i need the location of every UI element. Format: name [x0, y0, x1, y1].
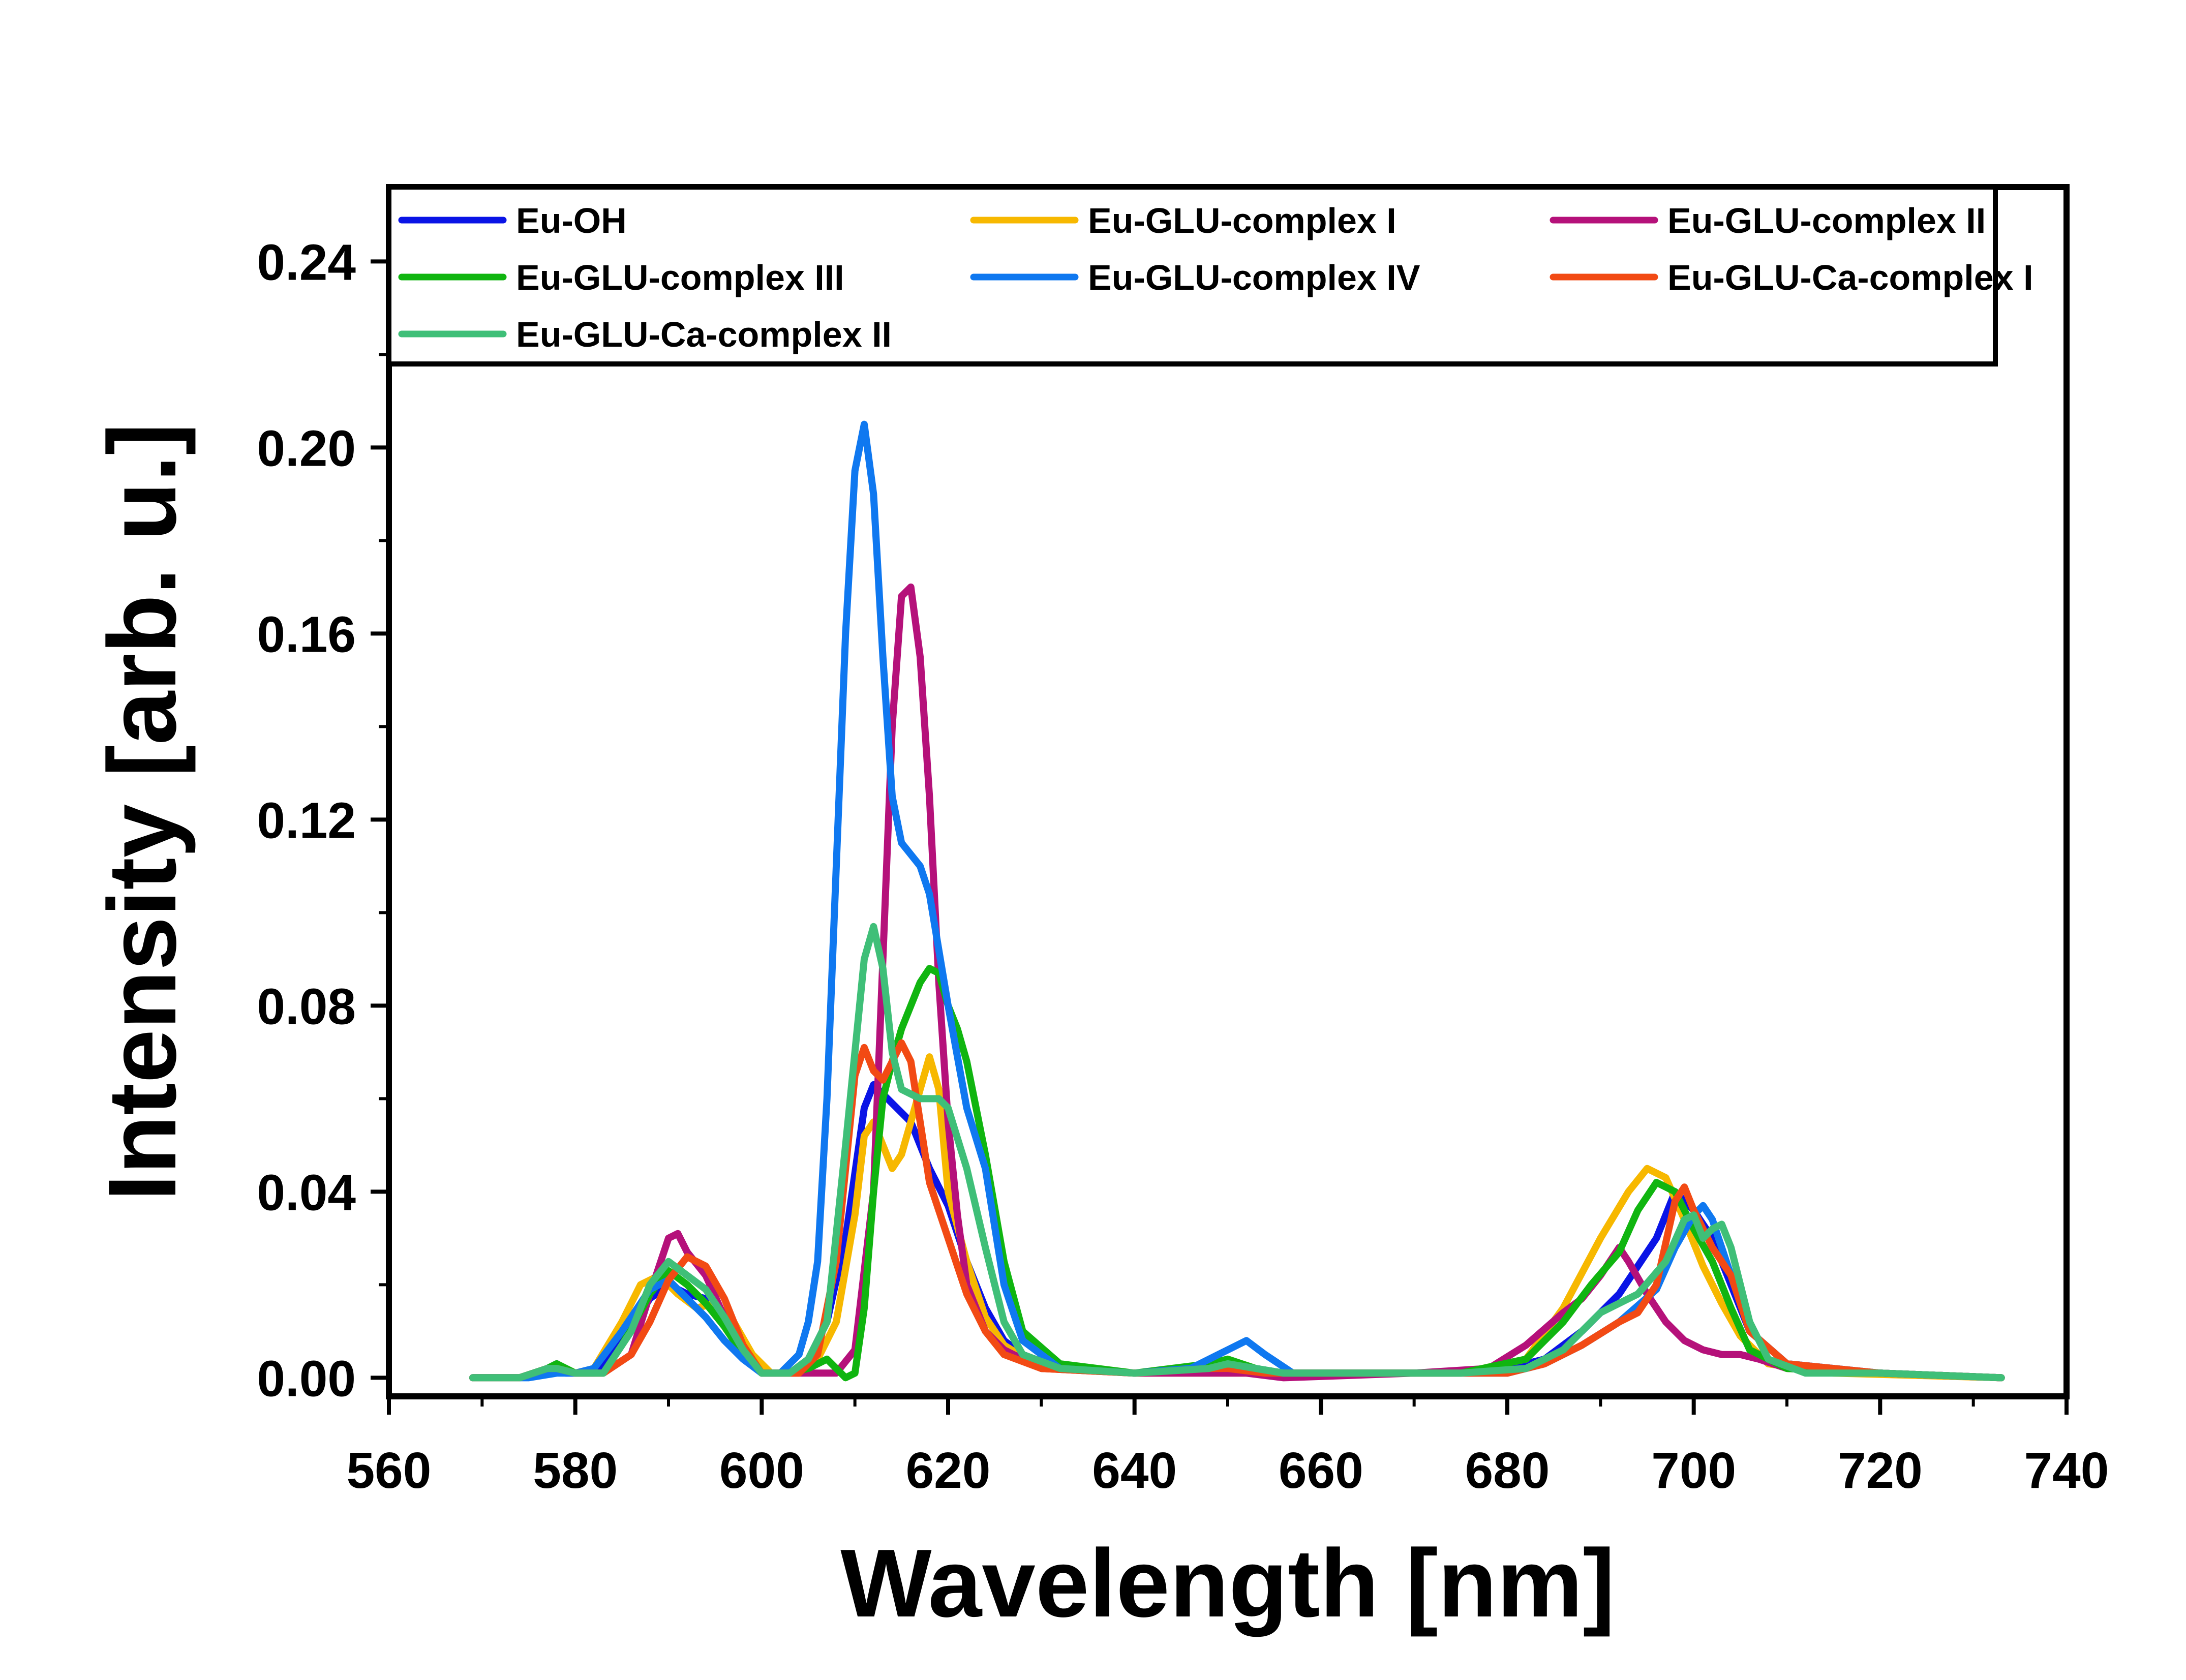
x-tick-label-9: 740	[2024, 1442, 2109, 1499]
x-axis-title: Wavelength [nm]	[840, 1530, 1615, 1637]
x-tick-label-1: 580	[533, 1442, 618, 1499]
x-tick-label-2: 600	[719, 1442, 804, 1499]
x-tick-label-4: 640	[1092, 1442, 1177, 1499]
legend: Eu-OH Eu-GLU-complex I Eu-GLU-complex II Eu…	[386, 185, 2033, 366]
legend-box	[386, 185, 1998, 366]
legend-label-3: Eu-GLU-complex III	[516, 258, 844, 297]
x-tick-label-7: 700	[1651, 1442, 1736, 1499]
legend-label-6: Eu-GLU-Ca-complex II	[516, 315, 892, 354]
x-tick-label-8: 720	[1838, 1442, 1923, 1499]
y-tick-label-1: 0.04	[257, 1164, 356, 1221]
legend-label-4: Eu-GLU-complex IV	[1088, 258, 1420, 297]
legend-label-2: Eu-GLU-complex II	[1667, 201, 1986, 240]
series-layer	[469, 420, 2005, 1382]
ticks-layer: 560 580 600 620 640 660 680 700 720 740 0.00 0.04 0.…	[257, 234, 2109, 1499]
y-tick-label-3: 0.12	[257, 792, 356, 849]
x-tick-label-0: 560	[347, 1442, 432, 1499]
y-tick-label-5: 0.20	[257, 420, 356, 477]
x-tick-label-3: 620	[906, 1442, 991, 1499]
y-tick-label-4: 0.16	[257, 606, 356, 663]
series-line-6	[469, 923, 2005, 1382]
y-tick-label-2: 0.08	[257, 978, 356, 1035]
y-tick-label-0: 0.00	[257, 1350, 356, 1407]
x-tick-label-6: 680	[1465, 1442, 1550, 1499]
series-line-3	[469, 965, 2005, 1382]
x-tick-label-5: 660	[1279, 1442, 1363, 1499]
legend-label-1: Eu-GLU-complex I	[1088, 201, 1396, 240]
legend-label-5: Eu-GLU-Ca-complex I	[1667, 258, 2033, 297]
legend-label-0: Eu-OH	[516, 201, 627, 240]
y-tick-label-6: 0.24	[257, 234, 356, 291]
y-axis-title: Intensity [arb. u.]	[88, 423, 196, 1201]
series-line-5	[469, 1039, 2005, 1382]
